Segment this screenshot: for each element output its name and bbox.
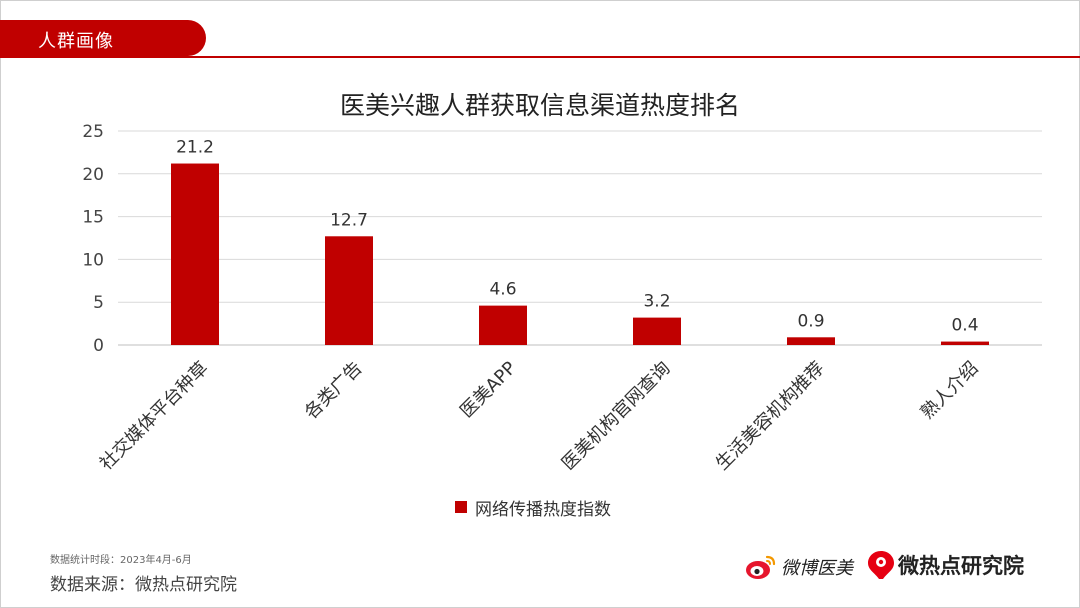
wrd-icon [868, 551, 894, 579]
y-tick-label: 10 [82, 250, 104, 270]
data-label: 12.7 [330, 210, 368, 230]
data-label: 4.6 [489, 280, 516, 300]
data-label: 3.2 [643, 292, 670, 312]
x-tick-label: 各类广告 [301, 358, 367, 424]
y-tick-label: 25 [82, 122, 104, 142]
bar [633, 317, 681, 345]
x-tick-label: 医美APP [456, 358, 520, 422]
weibo-logo: 微博医美 [745, 552, 853, 582]
bar [325, 236, 373, 345]
wrd-logo-text: 微热点研究院 [898, 554, 1024, 578]
x-tick-label: 社交媒体平台种草 [96, 358, 213, 475]
legend-swatch [455, 501, 467, 513]
y-tick-label: 5 [93, 293, 104, 313]
y-tick-label: 20 [82, 165, 104, 185]
wrd-logo: 微热点研究院 [866, 548, 1024, 582]
x-tick-label: 熟人介绍 [917, 358, 983, 424]
x-tick-label: 生活美容机构推荐 [712, 358, 829, 475]
x-tick-label: 医美机构官网查询 [558, 358, 675, 475]
section-tab: 人群画像 [0, 20, 206, 56]
legend-label: 网络传播热度指数 [475, 499, 611, 520]
source-note: 数据来源：微热点研究院 [50, 575, 237, 595]
weibo-icon [746, 555, 776, 579]
bar [171, 163, 219, 345]
data-label: 21.2 [176, 138, 214, 158]
y-tick-label: 15 [82, 208, 104, 228]
bar [941, 341, 989, 345]
header-divider [0, 56, 1080, 58]
section-tab-label: 人群画像 [38, 31, 114, 52]
data-label: 0.9 [797, 311, 824, 331]
chart-title: 医美兴趣人群获取信息渠道热度排名 [339, 91, 740, 120]
period-note: 数据统计时段：2023年4月-6月 [50, 555, 192, 566]
bar [787, 337, 835, 345]
weibo-logo-text: 微博医美 [781, 558, 853, 579]
chart-legend: 网络传播热度指数 [455, 496, 611, 520]
data-label: 0.4 [951, 316, 978, 336]
y-tick-label: 0 [93, 336, 104, 356]
bar [479, 305, 527, 345]
